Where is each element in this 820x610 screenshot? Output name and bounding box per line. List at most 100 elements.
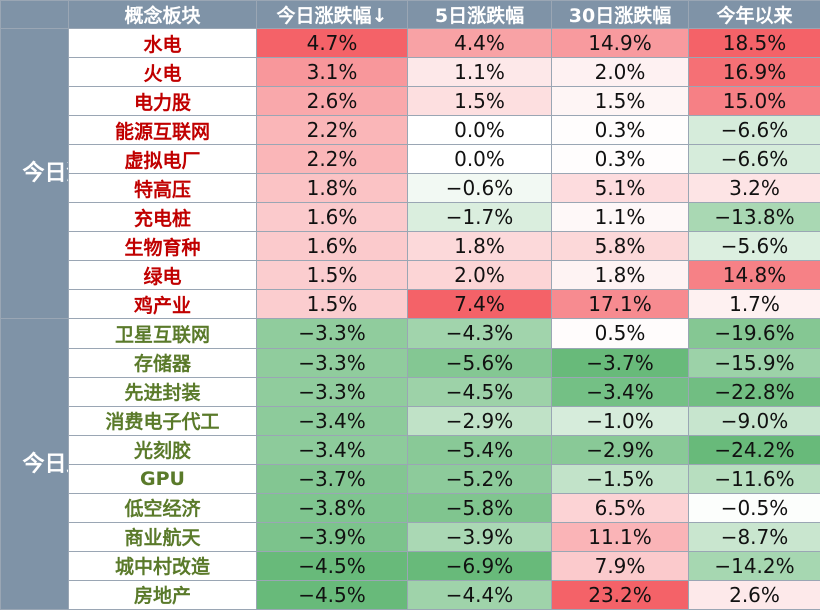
- sector-name-cell[interactable]: 城中村改造: [68, 550, 257, 581]
- day5-change-cell: −6.9%: [407, 550, 552, 581]
- ytd-change-cell: 3.2%: [688, 173, 820, 204]
- day30-change-cell: 14.9%: [551, 27, 689, 59]
- table-row[interactable]: GPU −3.7% −5.2% −1.5% −11.6%: [1, 463, 820, 494]
- sector-name-cell[interactable]: 房地产: [68, 579, 257, 610]
- sector-name-cell[interactable]: 特高压: [68, 173, 257, 204]
- day5-change-cell: −3.9%: [407, 521, 552, 552]
- table-row[interactable]: 商业航天 −3.9% −3.9% 11.1% −8.7%: [1, 521, 820, 552]
- today-change-cell: 1.8%: [256, 173, 408, 204]
- today-change-cell: 2.2%: [256, 144, 408, 175]
- sector-name-cell[interactable]: 虚拟电厂: [68, 144, 257, 175]
- table-row[interactable]: 今日涨幅前十 水电4.7%4.4%14.9%18.5%: [0, 27, 820, 320]
- today-change-cell: −3.3%: [256, 376, 408, 407]
- today-change-cell: 2.6%: [256, 86, 408, 117]
- ytd-change-cell: 15.0%: [688, 86, 820, 117]
- day30-change-cell: 5.1%: [551, 173, 689, 204]
- ytd-change-cell: −6.6%: [688, 144, 820, 175]
- day30-change-cell: 0.3%: [551, 115, 689, 146]
- today-change-cell: 1.5%: [256, 289, 408, 320]
- table-row[interactable]: 火电 3.1% 1.1% 2.0% 16.9%: [1, 57, 820, 88]
- day30-change-cell: 1.5%: [551, 86, 689, 117]
- sector-name-cell[interactable]: 存储器: [68, 347, 257, 378]
- day5-change-cell: −1.7%: [407, 202, 552, 233]
- today-change-cell: 1.6%: [256, 202, 408, 233]
- ytd-change-cell: −13.8%: [688, 202, 820, 233]
- table-row[interactable]: 低空经济 −3.8% −5.8% 6.5% −0.5%: [1, 492, 820, 523]
- table-row[interactable]: 光刻胶 −3.4% −5.4% −2.9% −24.2%: [1, 434, 820, 465]
- sector-name-cell[interactable]: 充电桩: [68, 202, 257, 233]
- day30-change-cell: −1.5%: [551, 463, 689, 494]
- table-row[interactable]: 城中村改造 −4.5% −6.9% 7.9% −14.2%: [1, 550, 820, 581]
- ytd-change-cell: 2.6%: [688, 579, 820, 610]
- ytd-change-cell: −9.0%: [688, 405, 820, 436]
- sector-name-cell[interactable]: 卫星互联网: [68, 318, 257, 349]
- sector-name-cell[interactable]: 火电: [68, 57, 257, 88]
- ytd-change-cell: −0.5%: [688, 492, 820, 523]
- table-row[interactable]: 电力股 2.6% 1.5% 1.5% 15.0%: [1, 86, 820, 117]
- sector-name-cell[interactable]: 电力股: [68, 86, 257, 117]
- table-row[interactable]: 存储器 −3.3% −5.6% −3.7% −15.9%: [1, 347, 820, 378]
- table-row[interactable]: 能源互联网 2.2% 0.0% 0.3% −6.6%: [1, 115, 820, 146]
- table-row[interactable]: 充电桩 1.6% −1.7% 1.1% −13.8%: [1, 202, 820, 233]
- table-row[interactable]: 先进封装 −3.3% −4.5% −3.4% −22.8%: [1, 376, 820, 407]
- day5-change-cell: −5.2%: [407, 463, 552, 494]
- sector-name-cell[interactable]: 光刻胶: [68, 434, 257, 465]
- table-row[interactable]: 房地产 −4.5% −4.4% 23.2% 2.6%: [1, 579, 820, 610]
- today-change-cell: −3.4%: [256, 434, 408, 465]
- sector-name-cell[interactable]: 消费电子代工: [68, 405, 257, 436]
- header-corner: [0, 0, 69, 29]
- sector-name-cell[interactable]: 先进封装: [68, 376, 257, 407]
- header-sector[interactable]: 概念板块: [68, 0, 257, 29]
- today-change-cell: −3.8%: [256, 492, 408, 523]
- ytd-change-cell: −19.6%: [688, 318, 820, 349]
- day30-change-cell: −2.9%: [551, 434, 689, 465]
- today-change-cell: 4.7%: [256, 27, 408, 59]
- day30-change-cell: 1.1%: [551, 202, 689, 233]
- today-change-cell: 2.2%: [256, 115, 408, 146]
- day30-change-cell: −1.0%: [551, 405, 689, 436]
- day30-change-cell: 17.1%: [551, 289, 689, 320]
- day5-change-cell: 1.5%: [407, 86, 552, 117]
- day30-change-cell: 0.3%: [551, 144, 689, 175]
- today-change-cell: −3.4%: [256, 405, 408, 436]
- day30-change-cell: 6.5%: [551, 492, 689, 523]
- header-ytd-change[interactable]: 今年以来: [688, 0, 820, 29]
- ytd-change-cell: −11.6%: [688, 463, 820, 494]
- day5-change-cell: −4.4%: [407, 579, 552, 610]
- table-row[interactable]: 鸡产业 1.5% 7.4% 17.1% 1.7%: [1, 289, 820, 320]
- group-label-losers: 今日跌幅前十: [0, 318, 69, 610]
- day30-change-cell: 2.0%: [551, 57, 689, 88]
- sector-name-cell[interactable]: 生物育种: [68, 231, 257, 262]
- day5-change-cell: 0.0%: [407, 144, 552, 175]
- table-row[interactable]: 特高压 1.8% −0.6% 5.1% 3.2%: [1, 173, 820, 204]
- group-label-gainers: 今日涨幅前十: [0, 27, 69, 320]
- today-change-cell: −3.9%: [256, 521, 408, 552]
- today-change-cell: −4.5%: [256, 579, 408, 610]
- day5-change-cell: 7.4%: [407, 289, 552, 320]
- today-change-cell: 1.6%: [256, 231, 408, 262]
- table-row[interactable]: 今日跌幅前十卫星互联网−3.3%−4.3%0.5%−19.6%: [0, 318, 820, 610]
- sector-name-cell[interactable]: 鸡产业: [68, 289, 257, 320]
- day5-change-cell: −2.9%: [407, 405, 552, 436]
- header-30day-change[interactable]: 30日涨跌幅: [551, 0, 689, 29]
- ytd-change-cell: −14.2%: [688, 550, 820, 581]
- table-row[interactable]: 绿电 1.5% 2.0% 1.8% 14.8%: [1, 260, 820, 291]
- header-5day-change[interactable]: 5日涨跌幅: [407, 0, 552, 29]
- today-change-cell: 1.5%: [256, 260, 408, 291]
- sector-name-cell[interactable]: 商业航天: [68, 521, 257, 552]
- table-row[interactable]: 消费电子代工 −3.4% −2.9% −1.0% −9.0%: [1, 405, 820, 436]
- group-label-text: 今日跌幅前十: [22, 451, 68, 477]
- today-change-cell: −4.5%: [256, 550, 408, 581]
- sector-name-cell[interactable]: 绿电: [68, 260, 257, 291]
- header-today-change[interactable]: 今日涨跌幅↓: [256, 0, 408, 29]
- sector-name-cell[interactable]: 水电: [68, 27, 257, 59]
- table-row[interactable]: 生物育种 1.6% 1.8% 5.8% −5.6%: [1, 231, 820, 262]
- ytd-change-cell: −22.8%: [688, 376, 820, 407]
- ytd-change-cell: 1.7%: [688, 289, 820, 320]
- sector-name-cell[interactable]: 低空经济: [68, 492, 257, 523]
- sector-name-cell[interactable]: GPU: [68, 463, 257, 494]
- ytd-change-cell: −8.7%: [688, 521, 820, 552]
- sector-name-cell[interactable]: 能源互联网: [68, 115, 257, 146]
- table-row[interactable]: 虚拟电厂 2.2% 0.0% 0.3% −6.6%: [1, 144, 820, 175]
